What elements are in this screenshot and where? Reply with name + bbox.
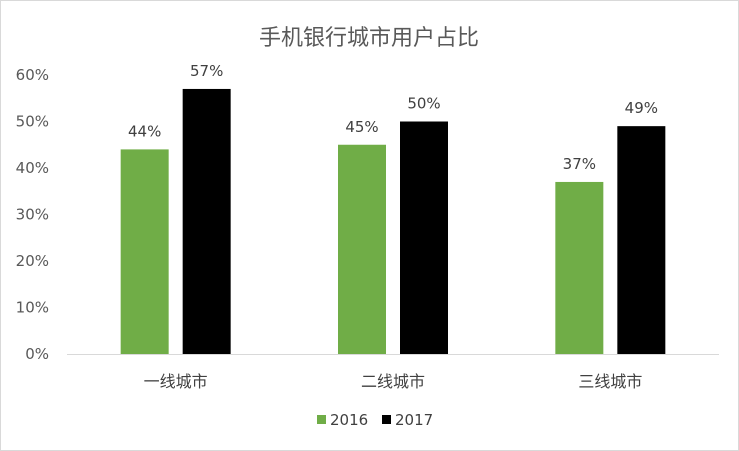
bar-2016-1 bbox=[338, 144, 386, 354]
legend-swatch-2016 bbox=[317, 415, 326, 424]
x-category-label: 二线城市 bbox=[361, 372, 425, 391]
legend: 2016 2017 bbox=[317, 411, 433, 429]
y-tick-label: 50% bbox=[16, 113, 49, 131]
data-label-2017-1: 50% bbox=[407, 95, 440, 113]
y-tick-label: 60% bbox=[16, 66, 49, 84]
y-tick-label: 40% bbox=[16, 159, 49, 177]
data-label-2016-0: 44% bbox=[128, 122, 161, 140]
data-label-2016-2: 37% bbox=[563, 155, 596, 173]
bar-2016-0 bbox=[120, 149, 169, 354]
x-axis-categories: 一线城市 二线城市 三线城市 bbox=[144, 372, 643, 391]
y-tick-label: 30% bbox=[16, 206, 49, 224]
y-tick-label: 0% bbox=[25, 345, 49, 363]
y-axis: 0% 10% 20% 30% 40% 50% 60% bbox=[16, 66, 49, 363]
data-label-2017-2: 49% bbox=[625, 99, 658, 117]
bar-2017-0 bbox=[182, 88, 231, 354]
x-category-label: 一线城市 bbox=[144, 372, 208, 391]
x-category-label: 三线城市 bbox=[578, 372, 642, 391]
legend-swatch-2017 bbox=[382, 415, 391, 424]
bar-2017-1 bbox=[400, 121, 448, 354]
bar-2017-2 bbox=[617, 126, 666, 355]
y-tick-label: 10% bbox=[16, 299, 49, 317]
chart-title: 手机银行城市用户占比 bbox=[259, 26, 479, 51]
data-label-2016-1: 45% bbox=[345, 118, 378, 136]
y-tick-label: 20% bbox=[16, 252, 49, 270]
data-label-2017-0: 57% bbox=[190, 62, 223, 80]
bar-2016-2 bbox=[555, 181, 604, 354]
bars: 44% 57% 45% 50% 37% 49% bbox=[120, 62, 666, 355]
legend-label-2016: 2016 bbox=[330, 411, 368, 429]
legend-label-2017: 2017 bbox=[395, 411, 433, 429]
